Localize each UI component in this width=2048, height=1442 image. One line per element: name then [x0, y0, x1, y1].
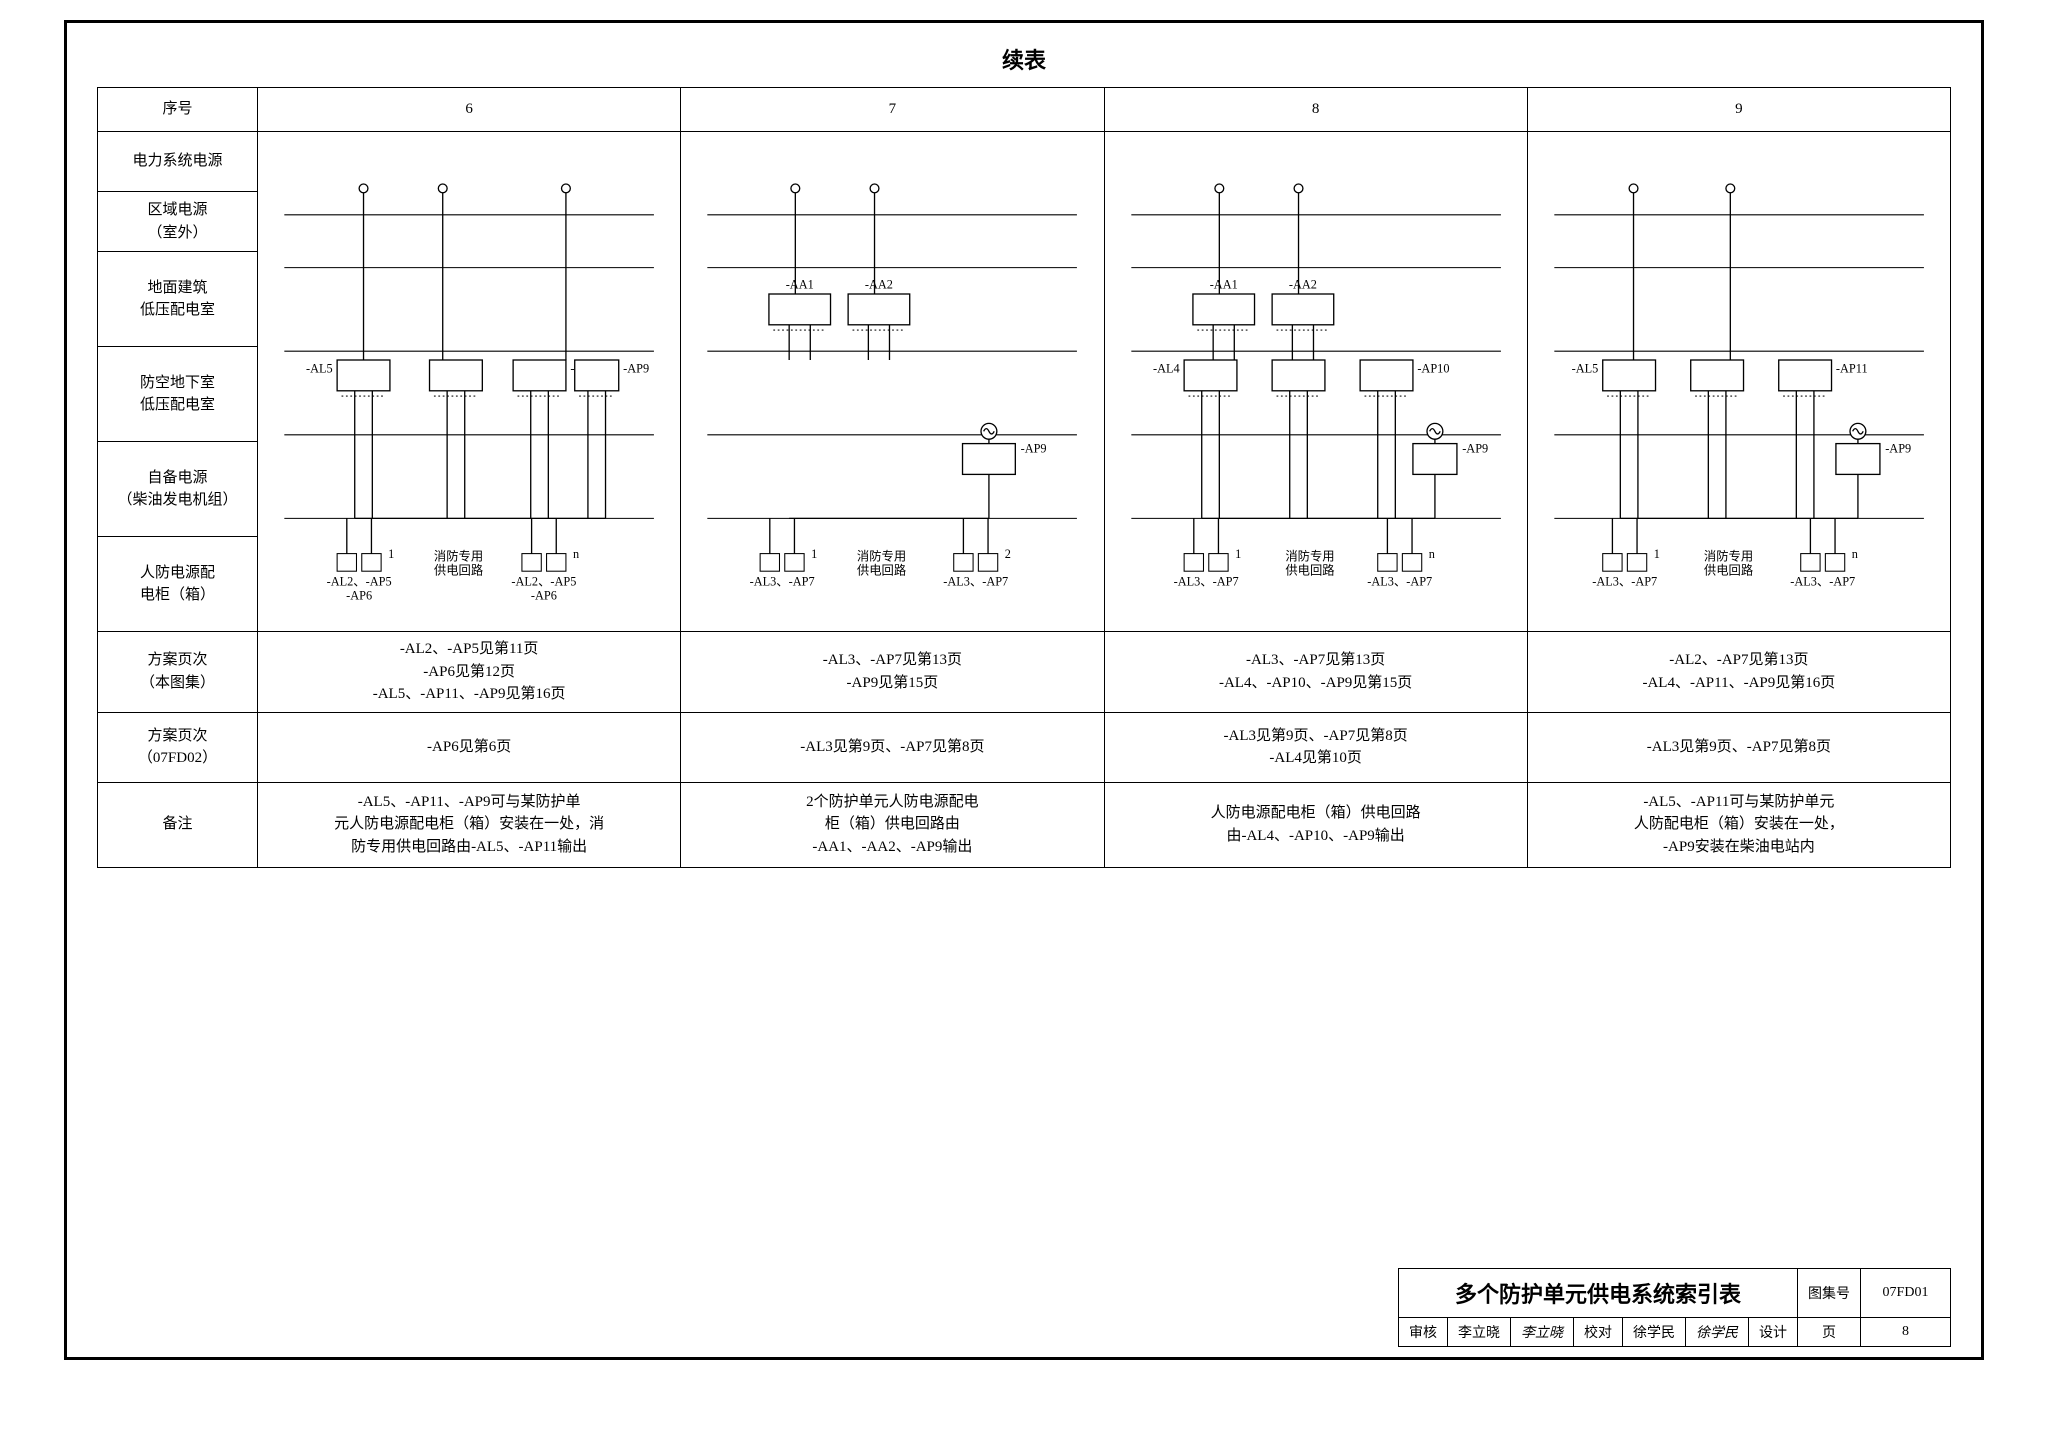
svg-text:1: 1	[1654, 547, 1660, 561]
hdr-note: 备注	[98, 782, 258, 867]
main-table: 序号 6 7 8 9 电力系统电源 -AL5 -AP11 -AP9 1 -AL2、-AP…	[97, 87, 1951, 868]
col-num-0: 6	[258, 88, 681, 132]
diagram-cell-2: -AA1 -AA2 -AL4 -AP10 -AP9 1 -AL3、-AP7 n -AL3、-AP…	[1104, 132, 1527, 632]
tb-jiaodui-name: 徐学民	[1623, 1318, 1686, 1347]
svg-text:-AA1: -AA1	[786, 277, 814, 291]
svg-text:-AP6: -AP6	[531, 588, 557, 602]
drawing-frame: 续表 序号 6 7 8 9 电力系统电源 -AL5 -AP11 -AP9 1 -AL2、…	[64, 20, 1984, 1360]
page1-0: -AL2、-AP5见第11页-AP6见第12页-AL5、-AP11、-AP9见第…	[258, 632, 681, 713]
svg-text:供电回路: 供电回路	[1285, 562, 1334, 577]
svg-text:-AP11: -AP11	[1836, 361, 1868, 375]
note-1: 2个防护单元人防电源配电柜（箱）供电回路由-AA1、-AA2、-AP9输出	[681, 782, 1104, 867]
hdr-page2: 方案页次（07FD02）	[98, 712, 258, 782]
svg-text:供电回路: 供电回路	[1704, 562, 1753, 577]
hdr-surface: 地面建筑低压配电室	[98, 252, 258, 347]
page2-2: -AL3见第9页、-AP7见第8页-AL4见第10页	[1104, 712, 1527, 782]
svg-text:-AA2: -AA2	[865, 277, 893, 291]
svg-text:-AP9: -AP9	[623, 361, 649, 375]
svg-text:2: 2	[1005, 547, 1011, 561]
svg-text:-AP9: -AP9	[1021, 441, 1047, 455]
tb-page-label: 页	[1798, 1318, 1861, 1347]
svg-text:-AL3、-AP7: -AL3、-AP7	[1173, 574, 1238, 588]
svg-text:-AP10: -AP10	[1417, 361, 1449, 375]
svg-text:-AL3、-AP7: -AL3、-AP7	[750, 574, 815, 588]
tb-jiaodui: 校对	[1574, 1318, 1623, 1347]
svg-text:消防专用: 消防专用	[1704, 548, 1753, 563]
svg-text:n: n	[1428, 547, 1434, 561]
col-num-2: 8	[1104, 88, 1527, 132]
note-0: -AL5、-AP11、-AP9可与某防护单元人防电源配电柜（箱）安装在一处，消防…	[258, 782, 681, 867]
svg-text:-AL3、-AP7: -AL3、-AP7	[1790, 574, 1855, 588]
tb-shenhe: 审核	[1399, 1318, 1448, 1347]
svg-text:1: 1	[1235, 547, 1241, 561]
note-3: -AL5、-AP11可与某防护单元人防配电柜（箱）安装在一处，-AP9安装在柴油…	[1527, 782, 1950, 867]
svg-text:供电回路: 供电回路	[434, 562, 483, 577]
col-num-1: 7	[681, 88, 1104, 132]
svg-text:1: 1	[388, 547, 394, 561]
svg-text:-AL3、-AP7: -AL3、-AP7	[1592, 574, 1657, 588]
tb-shenhe-sig: 李立晓	[1511, 1318, 1574, 1347]
svg-text:-AL4: -AL4	[1153, 361, 1180, 375]
hdr-cabinet: 人防电源配电柜（箱）	[98, 537, 258, 632]
tb-page: 8	[1861, 1318, 1951, 1347]
svg-text:-AP9: -AP9	[1462, 441, 1488, 455]
svg-text:-AL3、-AP7: -AL3、-AP7	[1367, 574, 1432, 588]
svg-text:-AL2、-AP5: -AL2、-AP5	[511, 574, 576, 588]
page-title: 续表	[97, 43, 1951, 75]
tb-shenhe-name: 李立晓	[1448, 1318, 1511, 1347]
tb-sheji: 设计	[1749, 1318, 1798, 1347]
hdr-self: 自备电源（柴油发电机组）	[98, 442, 258, 537]
svg-text:n: n	[1852, 547, 1858, 561]
svg-text:-AL5: -AL5	[306, 361, 333, 375]
svg-text:-AL2、-AP5: -AL2、-AP5	[327, 574, 392, 588]
tb-code-label: 图集号	[1798, 1269, 1861, 1318]
page1-3: -AL2、-AP7见第13页-AL4、-AP11、-AP9见第16页	[1527, 632, 1950, 713]
hdr-index: 序号	[98, 88, 258, 132]
svg-text:-AP9: -AP9	[1885, 441, 1911, 455]
svg-text:1: 1	[811, 547, 817, 561]
svg-text:-AL3、-AP7: -AL3、-AP7	[943, 574, 1008, 588]
svg-text:-AL5: -AL5	[1571, 361, 1598, 375]
svg-text:消防专用: 消防专用	[434, 548, 483, 563]
hdr-underground: 防空地下室低压配电室	[98, 347, 258, 442]
tb-code: 07FD01	[1861, 1269, 1951, 1318]
diagram-cell-1: -AA1 -AA2 -AP9 1 -AL3、-AP7 2 -AL3、-AP7 消防专用供电回路	[681, 132, 1104, 632]
diagram-cell-0: -AL5-AP11-AP91-AL2、-AP5-AP6n-AL2、-AP5-AP…	[258, 132, 681, 632]
tb-jiaodui-sig: 徐学民	[1686, 1318, 1749, 1347]
svg-text:供电回路: 供电回路	[857, 562, 906, 577]
svg-text:-AA1: -AA1	[1209, 277, 1237, 291]
svg-text:-AP6: -AP6	[346, 588, 372, 602]
hdr-area: 区域电源（室外）	[98, 192, 258, 252]
page2-1: -AL3见第9页、-AP7见第8页	[681, 712, 1104, 782]
hdr-page1: 方案页次（本图集）	[98, 632, 258, 713]
tb-main: 多个防护单元供电系统索引表	[1399, 1269, 1798, 1318]
note-2: 人防电源配电柜（箱）供电回路由-AL4、-AP10、-AP9输出	[1104, 782, 1527, 867]
svg-text:-AA2: -AA2	[1288, 277, 1316, 291]
svg-text:消防专用: 消防专用	[1285, 548, 1334, 563]
svg-text:n: n	[573, 547, 579, 561]
svg-text:消防专用: 消防专用	[857, 548, 906, 563]
diagram-cell-3: -AL5 -AP11 -AP9 1 -AL3、-AP7 n -AL3、-AP7 消防专用供电回…	[1527, 132, 1950, 632]
col-num-3: 9	[1527, 88, 1950, 132]
page1-2: -AL3、-AP7见第13页-AL4、-AP10、-AP9见第15页	[1104, 632, 1527, 713]
page1-1: -AL3、-AP7见第13页-AP9见第15页	[681, 632, 1104, 713]
page2-3: -AL3见第9页、-AP7见第8页	[1527, 712, 1950, 782]
title-block: 多个防护单元供电系统索引表 图集号 07FD01 审核 李立晓 李立晓 校对 徐…	[1398, 1268, 1951, 1347]
page2-0: -AP6见第6页	[258, 712, 681, 782]
hdr-power: 电力系统电源	[98, 132, 258, 192]
